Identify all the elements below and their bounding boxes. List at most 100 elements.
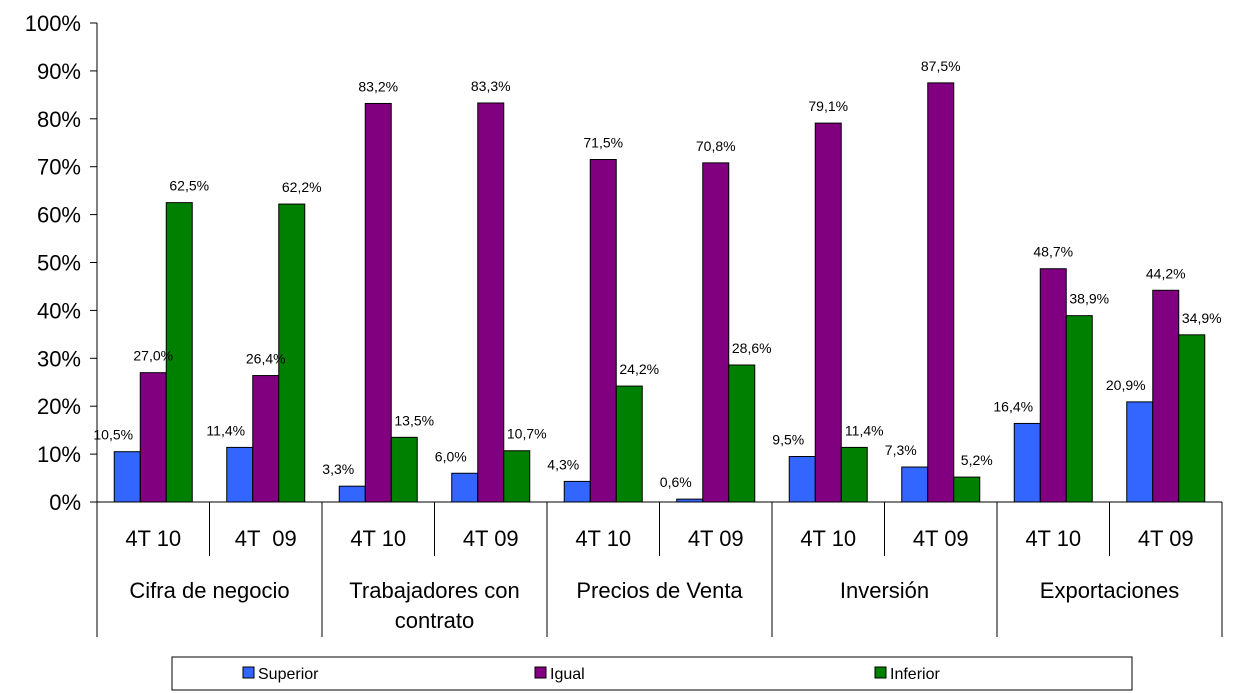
legend-label-superior: Superior bbox=[258, 666, 319, 683]
data-label-superior: 10,5% bbox=[93, 427, 133, 443]
bar-igual bbox=[364, 102, 392, 503]
data-label-inferior: 34,9% bbox=[1182, 310, 1222, 326]
data-label-superior: 4,3% bbox=[547, 456, 579, 472]
data-label-superior: 0,6% bbox=[660, 474, 692, 490]
axes bbox=[96, 23, 1223, 637]
data-label-superior: 20,9% bbox=[1106, 377, 1146, 393]
data-label-igual: 26,4% bbox=[246, 351, 286, 367]
bar-igual bbox=[702, 162, 730, 503]
data-label-superior: 9,5% bbox=[772, 431, 804, 447]
category-label: 4T 09 bbox=[1138, 526, 1194, 551]
data-label-inferior: 62,5% bbox=[169, 178, 209, 194]
bar-superior bbox=[338, 485, 366, 503]
data-label-inferior: 62,2% bbox=[282, 179, 322, 195]
bar-igual bbox=[477, 102, 505, 503]
category-label: 4T 10 bbox=[350, 526, 406, 551]
data-labels: 10,5% 11,4% 3,3% 6,0% 4,3% 0,6% 9,5% 7,3% 16,4% 2… bbox=[93, 58, 1221, 490]
bar-igual bbox=[1152, 289, 1180, 503]
data-label-igual: 70,8% bbox=[696, 138, 736, 154]
bar-inferior bbox=[953, 476, 981, 503]
bar-inferior bbox=[1178, 334, 1206, 503]
data-label-igual: 83,2% bbox=[358, 78, 398, 94]
legend-label-inferior: Inferior bbox=[890, 666, 940, 683]
bar-inferior bbox=[840, 446, 868, 503]
bar-inferior bbox=[1065, 315, 1093, 503]
data-label-superior: 11,4% bbox=[206, 422, 245, 438]
category-label: 4T 10 bbox=[1025, 526, 1081, 551]
category-label: 4T 09 bbox=[913, 526, 969, 551]
data-label-superior: 16,4% bbox=[993, 398, 1033, 414]
data-label-superior: 6,0% bbox=[435, 448, 467, 464]
data-label-inferior: 13,5% bbox=[394, 412, 434, 428]
bar-superior bbox=[563, 480, 591, 503]
data-label-igual: 48,7% bbox=[1033, 244, 1073, 260]
data-label-igual: 79,1% bbox=[808, 98, 848, 114]
y-tick-label: 30% bbox=[37, 346, 81, 371]
bar-igual bbox=[814, 122, 842, 503]
bar-inferior bbox=[278, 203, 306, 503]
data-label-igual: 83,3% bbox=[471, 78, 511, 94]
data-label-igual: 44,2% bbox=[1146, 265, 1186, 281]
group-label: Trabajadores con bbox=[349, 578, 519, 603]
bar-igual bbox=[589, 159, 617, 503]
bar-igual bbox=[1039, 268, 1067, 503]
bar-inferior bbox=[728, 364, 756, 503]
data-label-superior: 3,3% bbox=[322, 461, 354, 477]
bar-inferior bbox=[503, 450, 531, 503]
y-tick-label: 0% bbox=[49, 490, 81, 515]
group-label: Cifra de negocio bbox=[129, 578, 289, 603]
category-label: 4T 10 bbox=[125, 526, 181, 551]
legend-swatch-inferior bbox=[874, 666, 887, 679]
y-tick-label: 70% bbox=[37, 155, 81, 180]
bar-superior bbox=[451, 472, 479, 503]
legend-swatch-superior bbox=[242, 666, 255, 679]
bar-superior bbox=[788, 455, 816, 503]
data-label-inferior: 5,2% bbox=[961, 452, 993, 468]
bar-igual bbox=[252, 375, 280, 503]
group-label: Precios de Venta bbox=[576, 578, 743, 603]
data-label-igual: 27,0% bbox=[133, 348, 173, 364]
group-label: Exportaciones bbox=[1040, 578, 1179, 603]
category-axis-labels: 4T 10 4T 09 4T 10 4T 09 4T 10 4T 09 4T 10 4T 09… bbox=[125, 526, 1193, 633]
y-tick-label: 10% bbox=[37, 442, 81, 467]
data-label-igual: 87,5% bbox=[921, 58, 961, 74]
legend-swatch-igual bbox=[534, 666, 547, 679]
y-tick-label: 90% bbox=[37, 59, 81, 84]
y-tick-label: 100% bbox=[25, 11, 81, 36]
bar-superior bbox=[1013, 422, 1041, 503]
data-label-inferior: 38,9% bbox=[1069, 291, 1109, 307]
legend-label-igual: Igual bbox=[550, 666, 585, 683]
category-label: 4T 10 bbox=[575, 526, 631, 551]
data-label-igual: 71,5% bbox=[583, 135, 623, 151]
data-label-inferior: 11,4% bbox=[845, 422, 884, 438]
data-label-inferior: 24,2% bbox=[619, 361, 659, 377]
bars bbox=[113, 82, 1206, 503]
bar-inferior bbox=[165, 202, 193, 503]
category-label: 4T 10 bbox=[800, 526, 856, 551]
y-tick-label: 20% bbox=[37, 394, 81, 419]
data-label-inferior: 10,7% bbox=[507, 426, 547, 442]
data-label-inferior: 28,6% bbox=[732, 340, 772, 356]
bar-superior bbox=[901, 466, 929, 503]
y-tick-label: 80% bbox=[37, 107, 81, 132]
bar-igual bbox=[139, 372, 167, 503]
bar-superior bbox=[113, 451, 141, 503]
category-label: 4T 09 bbox=[463, 526, 519, 551]
bar-superior bbox=[226, 446, 254, 503]
data-label-superior: 7,3% bbox=[885, 442, 917, 458]
category-label: 4T 09 bbox=[235, 526, 297, 551]
bar-superior bbox=[1126, 401, 1154, 503]
category-label: 4T 09 bbox=[688, 526, 744, 551]
bar-inferior bbox=[390, 436, 418, 503]
legend: Superior Igual Inferior bbox=[171, 656, 1133, 691]
y-tick-label: 60% bbox=[37, 203, 81, 228]
legend-box bbox=[171, 656, 1133, 691]
y-tick-label: 40% bbox=[37, 298, 81, 323]
y-axis-ticks: 0% 10% 20% 30% 40% 50% 60% 70% 80% 90% 100% bbox=[25, 11, 97, 515]
bar-igual bbox=[927, 82, 955, 503]
group-label: Inversión bbox=[840, 578, 929, 603]
y-tick-label: 50% bbox=[37, 251, 81, 276]
bar-inferior bbox=[615, 385, 643, 503]
group-label: contrato bbox=[395, 608, 475, 633]
